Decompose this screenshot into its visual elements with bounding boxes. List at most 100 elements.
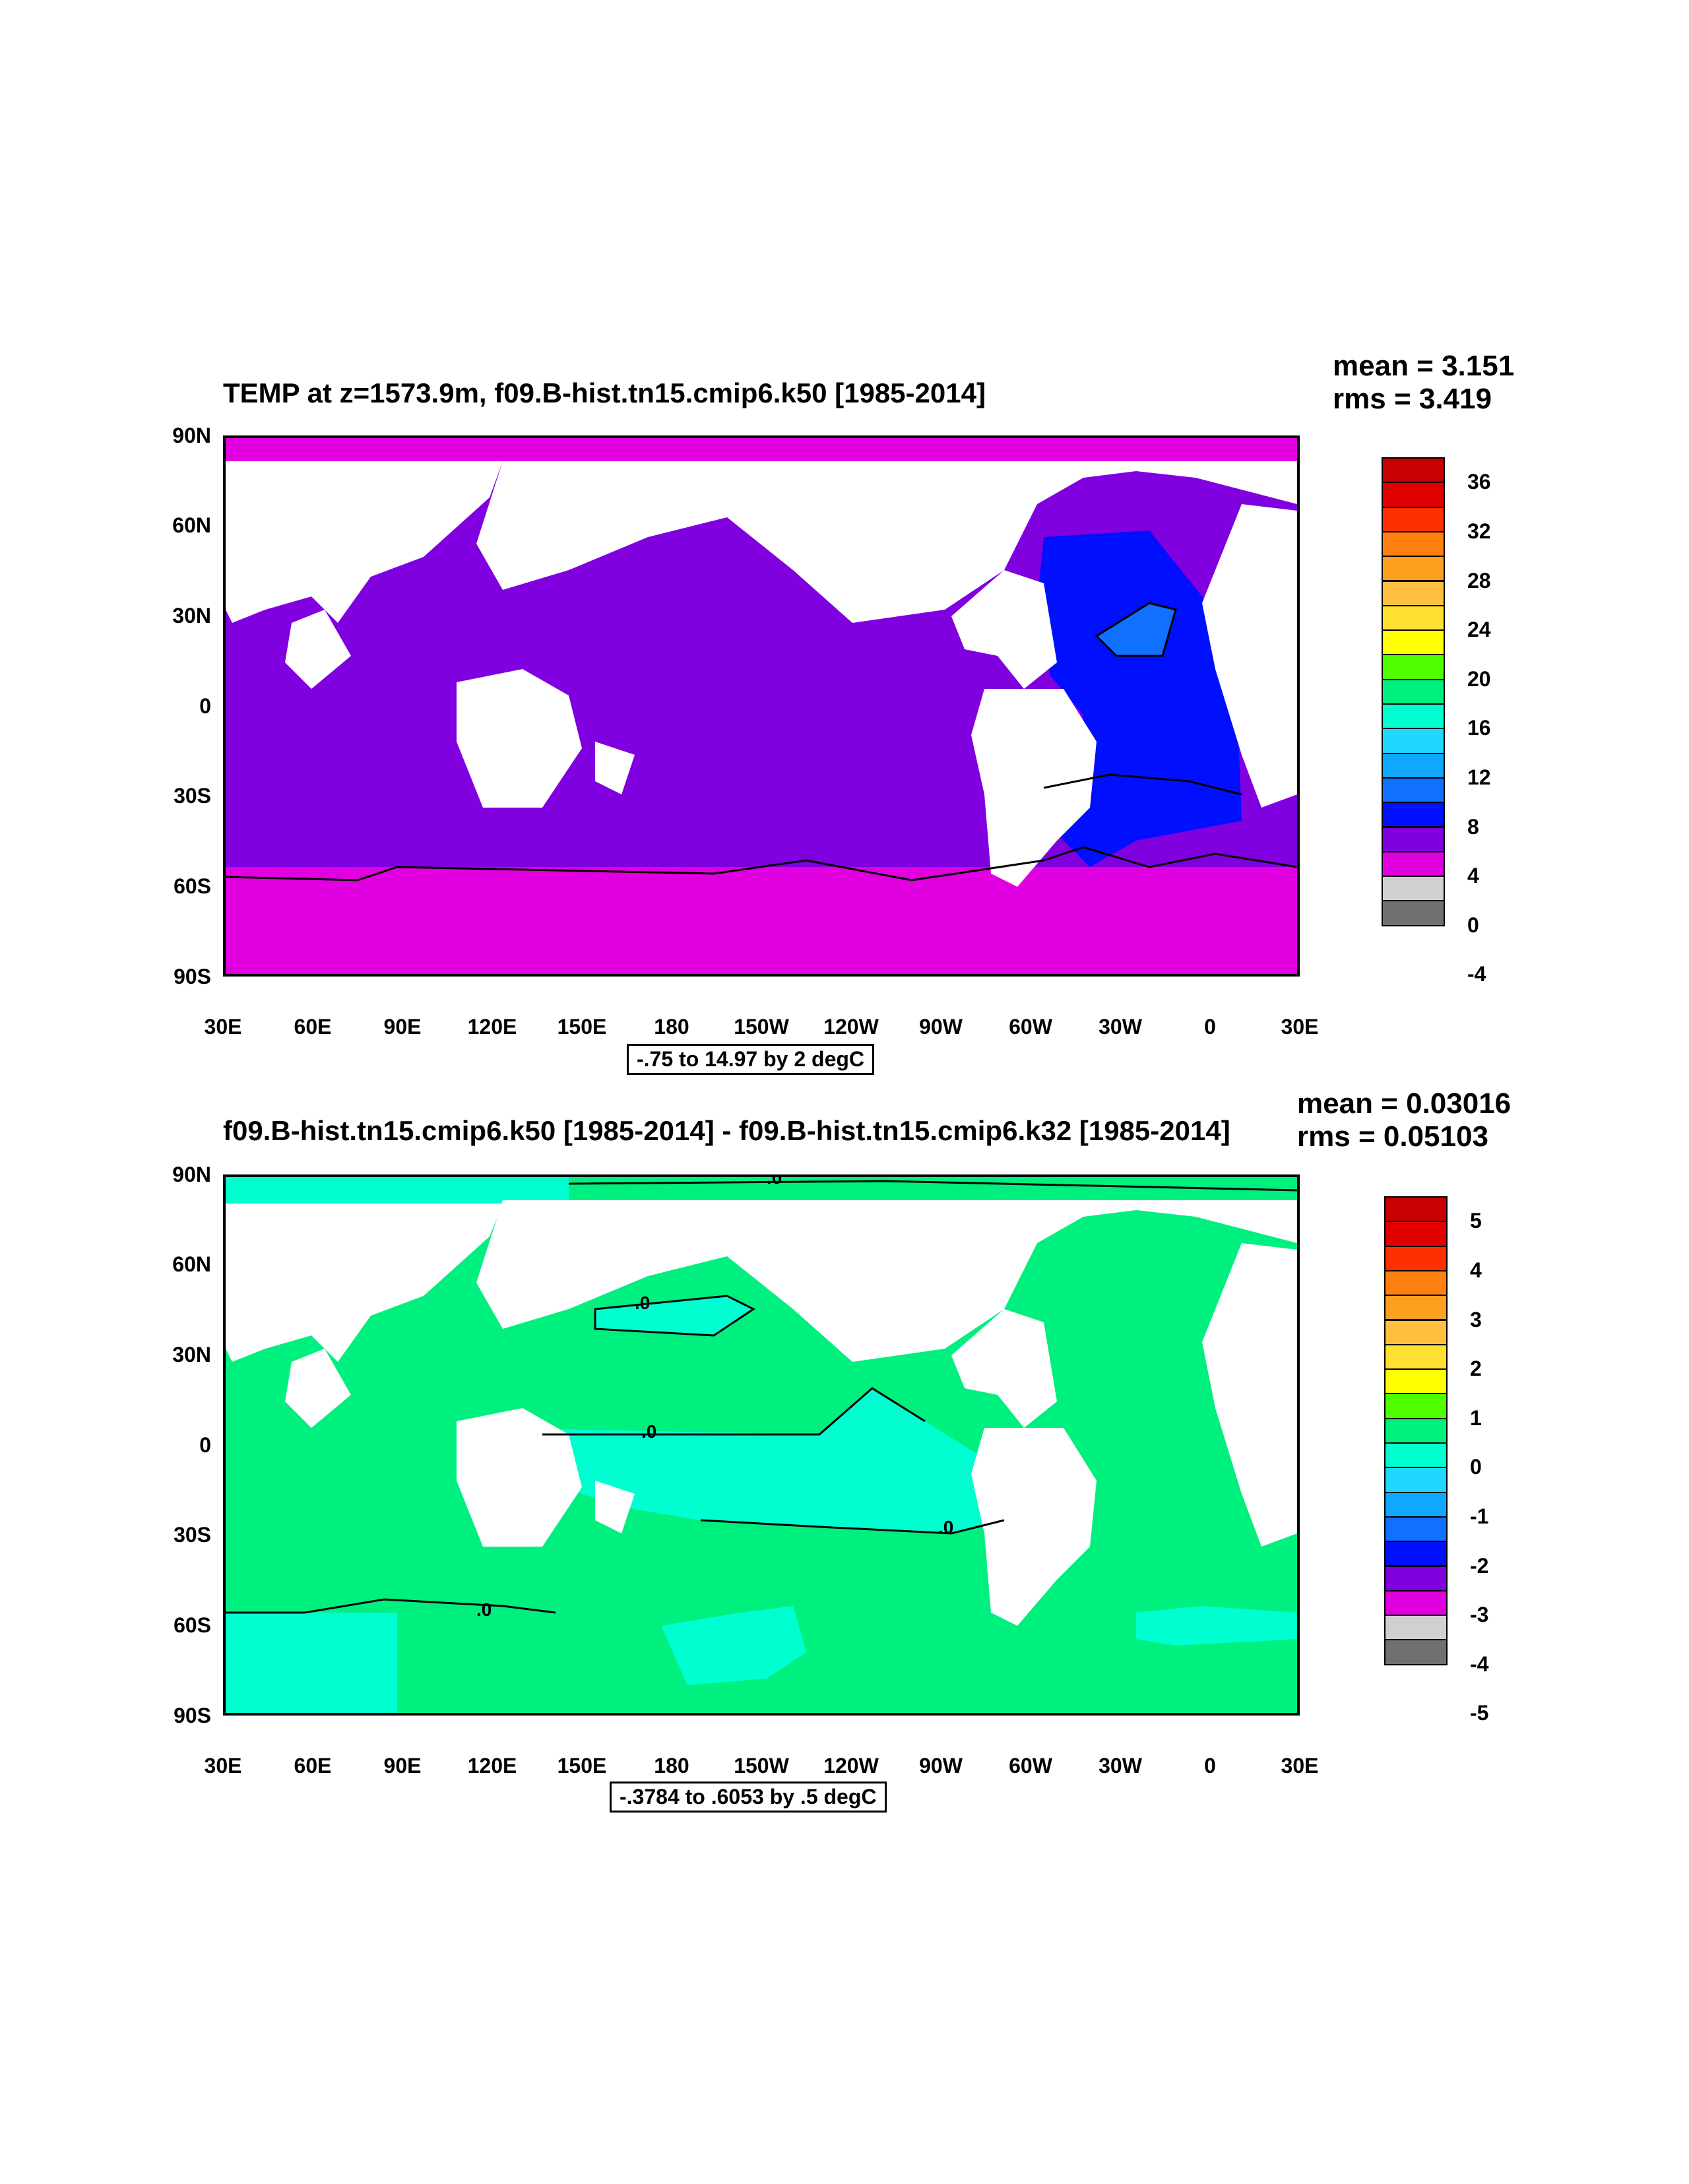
x-tick-label: 150E	[557, 1754, 607, 1778]
antarctic-cool-area-pacific	[661, 1606, 806, 1685]
colorbar-swatch	[1382, 604, 1445, 631]
colorbar-swatch	[1384, 1393, 1448, 1419]
map-plot	[223, 435, 1300, 977]
arctic-band	[226, 438, 1297, 461]
zero-contour	[226, 1598, 556, 1614]
land-south-america	[971, 689, 1097, 887]
y-tick-label: 60S	[174, 1613, 211, 1637]
colorbar-swatch	[1384, 1319, 1448, 1345]
colorbar-label: 20	[1467, 666, 1491, 691]
colorbar-swatch	[1384, 1417, 1448, 1444]
colorbar-swatch	[1382, 728, 1445, 754]
land-eurasia-west	[226, 1204, 503, 1362]
land-new-zealand	[595, 1481, 635, 1533]
colorbar-label: 3	[1470, 1307, 1482, 1332]
colorbar-swatch	[1382, 900, 1445, 926]
x-tick-label: 180	[654, 1015, 689, 1039]
zero-contour	[568, 1180, 1297, 1192]
x-tick-label: 90W	[919, 1015, 963, 1039]
colorbar-label: 36	[1467, 470, 1491, 494]
colorbar-swatch	[1384, 1196, 1448, 1223]
colorbar-label: 5	[1470, 1209, 1482, 1233]
colorbar-swatch	[1384, 1615, 1448, 1641]
x-tick-label: 120W	[823, 1754, 879, 1778]
colorbar-swatch	[1382, 482, 1445, 508]
colorbar-swatch	[1382, 530, 1445, 558]
map-field	[226, 438, 1297, 974]
contour-range-label: -.75 to 14.97 by 2 degC	[627, 1044, 875, 1075]
atlantic-patch	[1097, 603, 1176, 656]
colorbar-swatch	[1382, 876, 1445, 902]
panel-title: f09.B-hist.tn15.cmip6.k50 [1985-2014] - …	[223, 1115, 1230, 1146]
colorbar-swatch	[1382, 629, 1445, 656]
contour-line	[1095, 602, 1177, 657]
land-north	[476, 461, 1297, 623]
y-tick-label: 90S	[174, 965, 211, 988]
colorbar-label: 12	[1467, 765, 1491, 789]
x-tick-label: 30E	[204, 1015, 242, 1039]
contour-label: .0	[476, 1599, 492, 1620]
x-tick-label: 30W	[1099, 1754, 1142, 1778]
colorbar-label: -2	[1470, 1553, 1489, 1578]
x-tick-label: 90E	[383, 1754, 422, 1778]
colorbar-swatch	[1384, 1491, 1448, 1518]
x-tick-label: 60W	[1009, 1015, 1052, 1039]
zero-contour	[542, 1387, 926, 1436]
zero-contour	[226, 846, 1297, 882]
y-tick-label: 30S	[174, 1523, 211, 1547]
rms-stat: rms = 0.05103	[1297, 1120, 1488, 1153]
mean-stat: mean = 3.151	[1333, 350, 1515, 382]
contour-range-label: -.3784 to .6053 by .5 degC	[610, 1782, 887, 1813]
contour-line	[1043, 773, 1242, 796]
land-africa-europe	[1202, 1243, 1297, 1547]
colorbar-swatch	[1384, 1516, 1448, 1543]
land-north-america	[951, 1309, 1057, 1428]
land-new-zealand	[595, 742, 635, 794]
colorbar-swatch	[1382, 506, 1445, 532]
colorbar-label: 1	[1470, 1405, 1482, 1430]
y-tick-label: 30N	[172, 604, 211, 627]
colorbar-label: -4	[1470, 1652, 1489, 1676]
colorbar-label: 4	[1467, 864, 1479, 888]
y-tick-label: 30S	[174, 784, 211, 808]
colorbar-swatch	[1382, 703, 1445, 730]
panel-title: TEMP at z=1573.9m, f09.B-hist.tn15.cmip6…	[223, 377, 986, 408]
colorbar-label: 16	[1467, 716, 1491, 740]
mean-stat: mean = 0.03016	[1297, 1087, 1512, 1120]
colorbar-swatch	[1384, 1295, 1448, 1321]
top-panel: mean = 3.151 rms = 3.419 TEMP at z=1573.…	[0, 0, 1689, 1075]
antarctic-band	[226, 867, 1297, 974]
antarctic-cool-area-west	[226, 1613, 397, 1713]
x-tick-label: 90E	[383, 1015, 422, 1039]
x-tick-label: 60W	[1009, 1754, 1052, 1778]
land-africa-europe	[1202, 504, 1297, 808]
colorbar-label: 2	[1470, 1357, 1482, 1381]
x-tick-label: 150E	[557, 1015, 607, 1039]
x-tick-label: 0	[1204, 1015, 1216, 1039]
colorbar-swatch	[1384, 1565, 1448, 1591]
x-tick-label: 120E	[467, 1754, 517, 1778]
colorbar-swatch	[1384, 1590, 1448, 1617]
y-tick-label: 60N	[172, 1252, 211, 1276]
map-plot: .0 .0 .0 .0 .0	[223, 1174, 1300, 1716]
colorbar-swatch	[1382, 457, 1445, 484]
y-tick-label: 60S	[174, 874, 211, 898]
zero-contour	[700, 1519, 1005, 1535]
colorbar-label: -3	[1470, 1603, 1489, 1627]
bottom-panel: mean = 0.03016 rms = 0.05103 f09.B-hist.…	[0, 739, 1689, 1813]
x-tick-label: 150W	[734, 1754, 789, 1778]
zero-contour	[594, 1295, 755, 1337]
x-tick-label: 60E	[294, 1015, 332, 1039]
colorbar-swatch	[1384, 1245, 1448, 1271]
x-tick-label: 90W	[919, 1754, 963, 1778]
contour-label: .0	[635, 1293, 650, 1313]
colorbar-label: 4	[1470, 1258, 1482, 1282]
land-australia	[457, 669, 582, 808]
y-tick-label: 30N	[172, 1343, 211, 1366]
colorbar-swatch	[1382, 678, 1445, 705]
colorbar-swatch	[1384, 1467, 1448, 1493]
colorbar-swatch	[1382, 777, 1445, 804]
rms-stat: rms = 3.419	[1333, 383, 1492, 415]
x-tick-label: 30E	[1281, 1754, 1319, 1778]
colorbar-label: -1	[1470, 1504, 1489, 1528]
